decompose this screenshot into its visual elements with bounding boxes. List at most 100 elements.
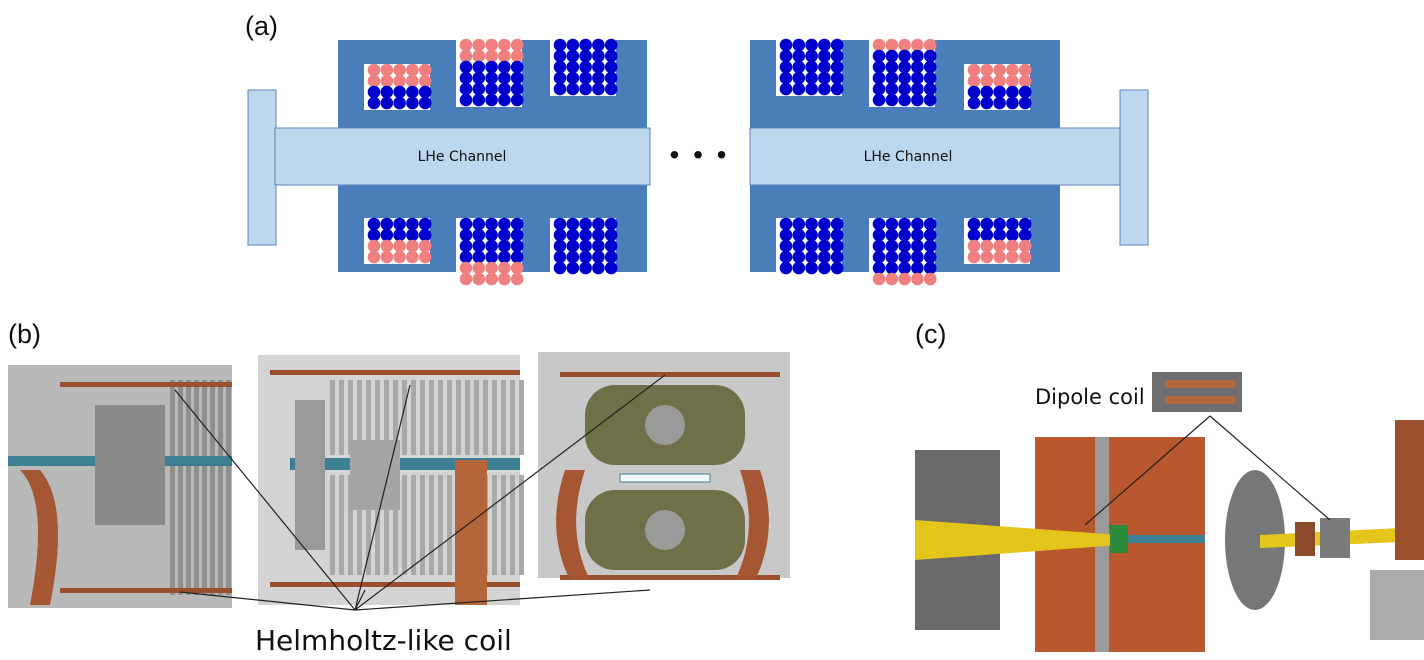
- winding: [805, 50, 818, 63]
- winding: [805, 39, 818, 52]
- winding: [924, 262, 937, 275]
- winding: [460, 83, 473, 96]
- panel-label: (c): [915, 319, 946, 349]
- winding: [873, 262, 886, 275]
- winding: [579, 72, 592, 85]
- winding: [981, 64, 994, 77]
- winding: [911, 50, 924, 63]
- winding: [873, 229, 886, 242]
- rib: [411, 475, 416, 575]
- rib: [474, 380, 479, 455]
- rib: [438, 475, 443, 575]
- winding: [898, 50, 911, 63]
- winding: [460, 273, 473, 286]
- winding: [419, 251, 432, 264]
- winding: [498, 50, 511, 63]
- winding: [592, 229, 605, 242]
- winding: [1019, 97, 1032, 110]
- rib: [210, 380, 215, 595]
- winding: [818, 262, 831, 275]
- winding: [554, 61, 567, 74]
- winding: [873, 240, 886, 253]
- dipole-coil: [1320, 518, 1350, 558]
- winding: [898, 229, 911, 242]
- winding: [911, 39, 924, 52]
- winding: [554, 240, 567, 253]
- winding: [381, 75, 394, 88]
- winding: [911, 72, 924, 85]
- winding: [511, 72, 524, 85]
- winding: [793, 218, 806, 231]
- panel-label: (b): [8, 319, 41, 349]
- winding: [898, 273, 911, 286]
- rib: [447, 475, 452, 575]
- winding: [498, 229, 511, 242]
- winding: [485, 72, 498, 85]
- winding: [831, 240, 844, 253]
- winding: [993, 218, 1006, 231]
- winding: [805, 218, 818, 231]
- winding: [498, 251, 511, 264]
- winding: [368, 218, 381, 231]
- bracket: [95, 405, 165, 525]
- winding: [381, 64, 394, 77]
- winding: [924, 218, 937, 231]
- winding: [898, 39, 911, 52]
- winding: [554, 218, 567, 231]
- winding: [368, 75, 381, 88]
- winding: [511, 273, 524, 286]
- flange: [1110, 525, 1128, 553]
- winding: [498, 39, 511, 52]
- winding: [368, 240, 381, 253]
- winding: [968, 218, 981, 231]
- copper-strap: [455, 460, 487, 605]
- rib: [402, 475, 407, 575]
- winding: [498, 94, 511, 107]
- winding: [793, 61, 806, 74]
- winding: [592, 72, 605, 85]
- winding: [460, 94, 473, 107]
- port: [645, 405, 685, 445]
- rib: [438, 380, 443, 455]
- winding: [498, 273, 511, 286]
- winding: [485, 262, 498, 275]
- winding: [485, 61, 498, 74]
- winding: [911, 218, 924, 231]
- winding: [473, 72, 486, 85]
- winding: [780, 72, 793, 85]
- winding: [579, 262, 592, 275]
- winding: [511, 218, 524, 231]
- winding: [1019, 86, 1032, 99]
- copper-block: [1295, 522, 1315, 556]
- winding: [579, 240, 592, 253]
- winding: [393, 218, 406, 231]
- winding: [805, 262, 818, 275]
- winding: [554, 251, 567, 264]
- winding: [511, 94, 524, 107]
- winding: [1006, 64, 1019, 77]
- winding: [780, 218, 793, 231]
- rib: [420, 380, 425, 455]
- winding: [460, 218, 473, 231]
- winding: [981, 97, 994, 110]
- dipole-coil: [1152, 372, 1242, 412]
- winding: [393, 240, 406, 253]
- copper-block: [1395, 420, 1424, 560]
- winding: [579, 229, 592, 242]
- winding: [460, 50, 473, 63]
- winding: [592, 83, 605, 96]
- flange: [248, 90, 276, 245]
- rib: [170, 380, 175, 595]
- winding: [831, 50, 844, 63]
- winding: [473, 251, 486, 264]
- winding: [805, 240, 818, 253]
- winding: [485, 39, 498, 52]
- winding: [368, 64, 381, 77]
- winding: [393, 251, 406, 264]
- rib: [330, 380, 335, 455]
- winding: [886, 50, 899, 63]
- winding: [579, 50, 592, 63]
- winding: [924, 94, 937, 107]
- rib: [339, 380, 344, 455]
- winding: [567, 83, 580, 96]
